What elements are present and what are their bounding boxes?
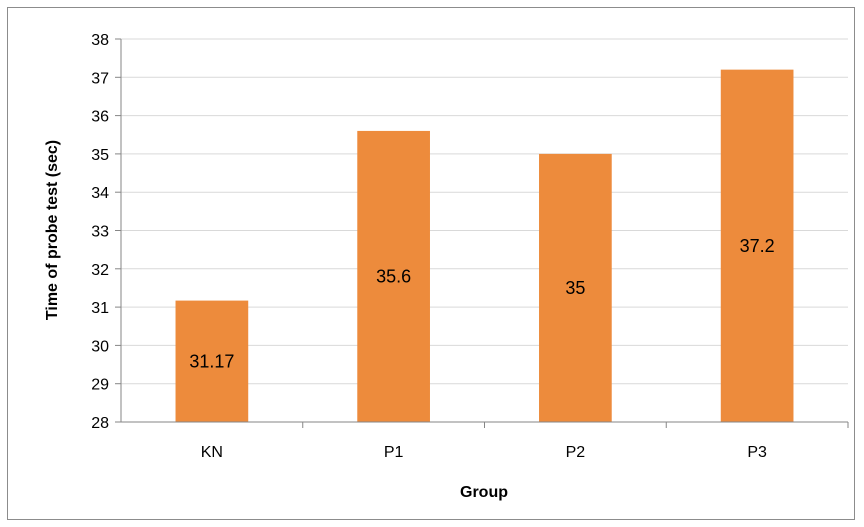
data-label: 31.17	[189, 351, 234, 371]
y-tick-label: 35	[91, 147, 109, 164]
axes	[115, 38, 849, 428]
data-label: 35	[565, 278, 585, 298]
data-label: 35.6	[376, 266, 411, 286]
bar	[175, 300, 249, 422]
y-tick-label: 36	[91, 109, 109, 126]
bar	[539, 153, 612, 422]
x-tick-labels: KN P1 P2 P3	[201, 444, 767, 461]
y-axis-title: Time of probe test (sec)	[44, 140, 61, 320]
y-tick-label: 34	[91, 185, 109, 202]
data-labels: 31.17 35.6 35 37.2	[189, 236, 774, 371]
data-label: 37.2	[740, 236, 775, 256]
bars	[175, 69, 794, 423]
x-tick-label: KN	[201, 444, 223, 461]
bar	[357, 130, 430, 423]
chart-frame	[7, 7, 855, 520]
y-tick-label: 29	[91, 377, 109, 394]
x-tick-label: P2	[566, 444, 586, 461]
y-tick-label: 30	[91, 338, 109, 355]
x-axis-title: Group	[460, 484, 508, 501]
x-tick-label: P3	[747, 444, 767, 461]
y-tick-label: 38	[91, 32, 109, 49]
y-tick-label: 28	[91, 415, 109, 432]
y-tick-label: 33	[91, 224, 109, 241]
y-tick-labels: 28 29 30 31 32 33 34 35 36 37 38	[91, 32, 109, 432]
y-tick-label: 37	[91, 70, 109, 87]
bar	[720, 69, 794, 422]
x-tick-label: P1	[384, 444, 404, 461]
y-tick-label: 32	[91, 262, 109, 279]
y-tick-label: 31	[91, 300, 109, 317]
